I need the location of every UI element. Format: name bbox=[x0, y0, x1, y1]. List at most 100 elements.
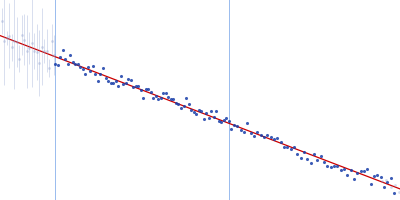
Point bbox=[0, 20, 5, 23]
Point bbox=[54, 63, 61, 67]
Point bbox=[24, 50, 30, 53]
Point bbox=[351, 177, 357, 180]
Point bbox=[328, 166, 334, 169]
Point bbox=[41, 50, 47, 53]
Point bbox=[92, 72, 99, 75]
Point bbox=[175, 103, 182, 106]
Point bbox=[281, 145, 287, 149]
Point bbox=[190, 110, 197, 113]
Point bbox=[238, 128, 244, 131]
Point bbox=[87, 69, 94, 72]
Point bbox=[62, 58, 68, 61]
Point bbox=[142, 87, 149, 90]
Point bbox=[160, 91, 166, 95]
Point bbox=[334, 164, 340, 168]
Point bbox=[158, 97, 164, 100]
Point bbox=[1, 40, 8, 43]
Point bbox=[196, 109, 202, 112]
Point bbox=[4, 36, 10, 40]
Point bbox=[324, 164, 330, 167]
Point bbox=[112, 79, 119, 83]
Point bbox=[291, 146, 297, 149]
Point bbox=[100, 67, 106, 70]
Point bbox=[381, 185, 387, 188]
Point bbox=[378, 176, 384, 179]
Point bbox=[51, 53, 57, 56]
Point bbox=[138, 89, 144, 92]
Point bbox=[46, 66, 52, 70]
Point bbox=[241, 130, 247, 133]
Point bbox=[220, 119, 227, 122]
Point bbox=[19, 33, 25, 36]
Point bbox=[354, 172, 360, 175]
Point bbox=[264, 133, 271, 136]
Point bbox=[341, 167, 347, 170]
Point bbox=[391, 191, 397, 194]
Point bbox=[338, 168, 344, 171]
Point bbox=[57, 55, 64, 59]
Point bbox=[36, 62, 42, 65]
Point bbox=[284, 146, 291, 149]
Point bbox=[258, 133, 264, 137]
Point bbox=[80, 67, 86, 70]
Point bbox=[358, 169, 364, 173]
Point bbox=[60, 49, 66, 52]
Point bbox=[271, 138, 277, 141]
Point bbox=[128, 78, 134, 81]
Point bbox=[34, 50, 40, 53]
Point bbox=[183, 96, 189, 99]
Point bbox=[248, 132, 254, 135]
Point bbox=[226, 119, 232, 123]
Point bbox=[368, 182, 374, 186]
Point bbox=[208, 109, 214, 112]
Point bbox=[213, 110, 220, 113]
Point bbox=[384, 181, 390, 184]
Point bbox=[318, 155, 324, 158]
Point bbox=[72, 62, 78, 66]
Point bbox=[193, 113, 199, 116]
Point bbox=[31, 49, 37, 53]
Point bbox=[132, 85, 139, 88]
Point bbox=[387, 186, 394, 189]
Point bbox=[120, 82, 126, 86]
Point bbox=[115, 84, 121, 87]
Point bbox=[379, 179, 385, 182]
Point bbox=[210, 115, 217, 118]
Point bbox=[383, 179, 390, 182]
Point bbox=[14, 40, 20, 44]
Point bbox=[298, 157, 304, 160]
Point bbox=[344, 173, 350, 177]
Point bbox=[64, 62, 71, 65]
Point bbox=[168, 97, 174, 100]
Point bbox=[107, 81, 114, 84]
Point bbox=[288, 148, 294, 151]
Point bbox=[16, 57, 22, 60]
Point bbox=[251, 135, 257, 138]
Point bbox=[155, 97, 162, 100]
Point bbox=[95, 79, 101, 82]
Point bbox=[308, 161, 314, 164]
Point bbox=[82, 73, 88, 76]
Point bbox=[274, 136, 281, 140]
Point bbox=[218, 120, 224, 123]
Point bbox=[374, 174, 380, 177]
Point bbox=[163, 91, 169, 95]
Point bbox=[314, 159, 320, 162]
Point bbox=[261, 136, 267, 139]
Point bbox=[21, 38, 28, 41]
Point bbox=[301, 150, 307, 153]
Point bbox=[206, 116, 212, 119]
Point bbox=[278, 140, 284, 144]
Point bbox=[331, 164, 337, 167]
Point bbox=[165, 96, 172, 99]
Point bbox=[77, 65, 84, 68]
Point bbox=[228, 127, 234, 131]
Point bbox=[244, 122, 251, 125]
Point bbox=[122, 82, 129, 85]
Point bbox=[371, 174, 377, 177]
Point bbox=[97, 73, 104, 76]
Point bbox=[348, 168, 354, 172]
Point bbox=[396, 190, 400, 193]
Point bbox=[392, 184, 398, 187]
Point bbox=[178, 106, 184, 109]
